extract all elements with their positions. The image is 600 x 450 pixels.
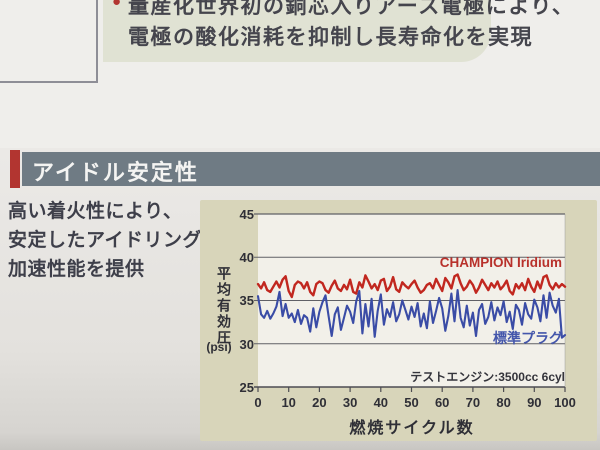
xtick-100: 100 <box>554 395 576 410</box>
section-accent-bar <box>10 150 20 188</box>
chart-panel: 45 40 35 30 25 0 10 20 30 40 50 60 70 80… <box>200 200 597 441</box>
bullet-icon: ● <box>112 0 122 10</box>
section-title: アイドル安定性 <box>32 160 199 185</box>
xtick-10: 10 <box>281 395 296 410</box>
legend-champion-iridium: CHAMPION Iridium <box>439 255 562 270</box>
ytick-25: 25 <box>239 380 254 395</box>
feature-note-line1: 量産化世界初の銅芯入りアース電極により、 <box>128 0 575 18</box>
xtick-60: 60 <box>434 395 450 410</box>
description-text: 高い着火性により、 安定したアイドリング・ 加速性能を提供 <box>8 197 222 284</box>
section-box-outline <box>0 0 98 83</box>
x-axis-ticks <box>257 387 566 392</box>
description-line2: 安定したアイドリング・ <box>8 230 222 251</box>
series-standard-plug-line <box>256 289 567 339</box>
description-line3: 加速性能を提供 <box>8 259 145 280</box>
ytick-35: 35 <box>239 293 254 308</box>
xtick-80: 80 <box>496 395 511 410</box>
xtick-90: 90 <box>527 395 542 410</box>
line-chart <box>254 213 567 392</box>
series-champion-iridium-line <box>256 273 567 299</box>
legend-standard-plug: 標準プラグ <box>493 330 563 346</box>
xtick-30: 30 <box>342 395 358 410</box>
xtick-0: 0 <box>254 395 262 410</box>
ytick-45: 45 <box>239 207 254 222</box>
test-engine-annotation: テストエンジン:3500cc 6cyl <box>410 370 565 384</box>
y-axis-title: 平均有効圧 <box>216 266 232 346</box>
section-header-band <box>22 152 600 186</box>
xtick-40: 40 <box>373 395 389 410</box>
feature-note-panel <box>103 0 491 62</box>
x-axis-title: 燃焼サイクル数 <box>349 420 475 437</box>
xtick-50: 50 <box>404 395 419 410</box>
feature-note-line2: 電極の酸化消耗を抑制し長寿命化を実現 <box>128 26 533 49</box>
ytick-30: 30 <box>239 337 254 352</box>
xtick-20: 20 <box>312 395 327 410</box>
xtick-70: 70 <box>465 395 481 410</box>
ytick-40: 40 <box>239 250 254 265</box>
description-line1: 高い着火性により、 <box>8 201 183 222</box>
y-axis-unit: (psi) <box>206 340 232 354</box>
